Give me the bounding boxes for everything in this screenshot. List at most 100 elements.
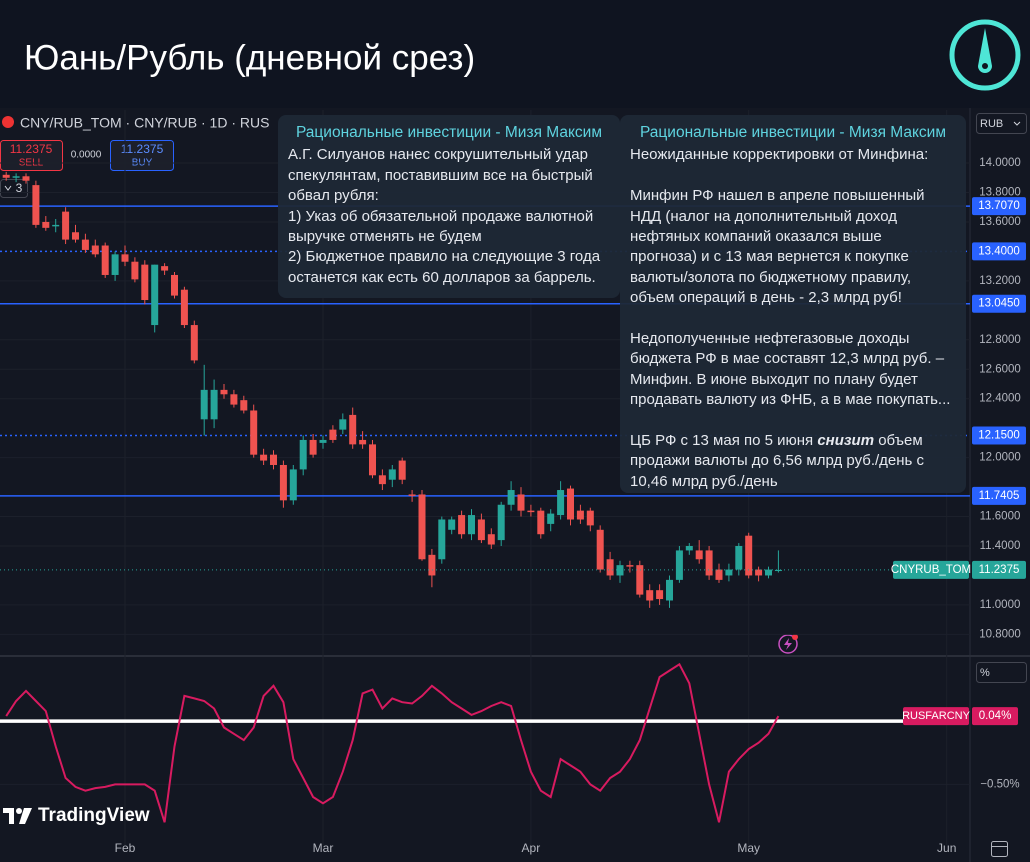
candle-body — [220, 389, 228, 395]
candle-body — [151, 264, 159, 326]
annotation-line: 2) Бюджетное правило на следующие 3 года — [288, 248, 601, 266]
flag-icon — [2, 116, 14, 128]
annotation-line: продажи валюты до 6,56 млрд руб./день с — [630, 452, 925, 470]
unit-select[interactable] — [976, 662, 1027, 683]
candle-body — [418, 494, 426, 560]
annotation-line: 1) Указ об обязательной продаже валютной — [288, 207, 594, 225]
candle-body — [289, 469, 297, 501]
annotation-line: Минфин. В июне выходит по плану будет — [630, 370, 918, 388]
annotation-paragraph: Неожиданные корректировки от Минфина: — [630, 145, 956, 165]
calendar-icon[interactable] — [991, 841, 1008, 857]
annotation-line: Недополученные нефтегазовые доходы — [630, 330, 910, 348]
price-badge — [972, 426, 1026, 445]
candle-body — [180, 289, 188, 326]
candle-body — [448, 519, 456, 530]
candle-body — [646, 590, 654, 601]
price-badge-label: 11.2375 — [979, 564, 1020, 576]
candle-body — [586, 510, 594, 526]
candle-body — [299, 439, 307, 470]
candle-body — [359, 439, 367, 445]
symbol-widget: CNY/RUB_TOM · CNY/RUB · 1D · RUS 11.2375… — [0, 115, 269, 198]
plot — [0, 171, 970, 823]
annotation-line: 10,46 млрд руб./день — [630, 472, 778, 490]
candle-body — [745, 535, 753, 576]
candle-body — [567, 488, 574, 520]
unit-label: % — [980, 667, 990, 679]
y-tick-label: 11.0000 — [980, 599, 1021, 611]
candle-body — [388, 469, 396, 480]
candle-body — [774, 569, 782, 572]
price-badge-label: 13.0450 — [978, 298, 1020, 310]
candle-body — [695, 550, 703, 560]
annotation-line: нефтяных компаний оказался выше — [630, 228, 882, 246]
sell-price: 11.2375 — [10, 142, 53, 156]
annotation-text: объем — [874, 432, 923, 450]
annotation-box: Рациональные инвестиции - Мизя Максим А.Г… — [278, 115, 620, 298]
candle-body — [537, 510, 545, 535]
candle-body — [42, 221, 50, 228]
candle-body — [2, 174, 10, 178]
candle-body — [557, 490, 565, 516]
price-badge-label: 12.1500 — [978, 430, 1020, 442]
y-tick-label: 12.4000 — [979, 393, 1021, 405]
y-tick-label: 14.0000 — [979, 157, 1021, 169]
candle-body — [210, 389, 218, 420]
annotation-line: обвал рубля: — [288, 187, 379, 205]
annotation-line: Минфин РФ нашел в апреле повышенный — [630, 187, 925, 205]
candle-body — [685, 546, 693, 551]
candle-body — [715, 569, 723, 580]
candle-body — [656, 590, 664, 600]
indicators-toggle[interactable] — [0, 179, 28, 198]
candle-body — [22, 176, 30, 181]
candle-body — [596, 529, 604, 570]
y-tick-label: 12.8000 — [979, 334, 1021, 346]
annotation-line: НДД (налог на дополнительный доход — [630, 207, 898, 225]
x-tick-label: Apr — [522, 841, 541, 855]
name-badge — [903, 707, 969, 726]
candle-body — [190, 325, 198, 361]
candle-body — [438, 519, 446, 560]
candle-body — [576, 510, 584, 520]
annotation-box: Рациональные инвестиции - Мизя Максим Нео… — [620, 115, 966, 493]
candle-body — [705, 550, 713, 576]
symbol-title: CNY/RUB_TOM · CNY/RUB · 1D · RUS — [20, 115, 269, 131]
y-tick-label: 13.2000 — [979, 275, 1021, 287]
candle-body — [547, 513, 555, 524]
annotation-line: А.Г. Силуанов нанес сокрушительный удар — [288, 146, 588, 164]
tv-logo-icon — [3, 808, 32, 824]
currency-select[interactable] — [976, 113, 1027, 134]
annotation-line: выручке отменять не будем — [288, 228, 482, 246]
annotation-line: ЦБ РФ с 13 мая по 5 июня снизит объем — [630, 431, 956, 451]
annotation-line: Неожиданные корректировки от Минфина: — [630, 146, 929, 164]
candle-body — [81, 239, 89, 250]
currency-label: RUB — [980, 118, 1003, 130]
price-badge — [972, 242, 1026, 261]
annotation-paragraph: А.Г. Силуанов нанес сокрушительный удар с… — [288, 145, 610, 288]
annotation-line: бюджета РФ в мае составят 12,3 млрд руб.… — [630, 350, 945, 368]
candle-body — [735, 546, 743, 570]
candle-body — [428, 554, 436, 576]
price-badge — [972, 560, 1026, 579]
candle-body — [666, 579, 673, 601]
annotation-line: продавать валюту из ФНБ, а в мае покупат… — [630, 391, 951, 409]
candle-body — [121, 254, 129, 262]
page-title: Юань/Рубль (дневной срез) — [24, 38, 475, 77]
candle-body — [398, 460, 406, 480]
candle-body — [725, 569, 733, 576]
y-tick-label: 11.4000 — [980, 540, 1021, 552]
name-badge-label: CNYRUB_TOM — [891, 564, 971, 576]
candle-body — [111, 254, 119, 275]
candle-body — [527, 510, 535, 513]
value-badge-label: 0.04% — [979, 710, 1012, 722]
candle-body — [369, 444, 376, 476]
candle-body — [497, 504, 505, 541]
annotation-paragraph: Недополученные нефтегазовые доходы бюджет… — [630, 329, 956, 411]
candle-body — [507, 490, 515, 505]
spread: 0.0000 — [71, 150, 102, 161]
axes: 14.0000 13.8000 13.6000 13.2000 12.8000 12.60… — [115, 157, 1026, 855]
candle-body — [52, 224, 60, 227]
annotation-line: спекулянтам, поставившим все на быстрый — [288, 166, 593, 184]
alert-icon[interactable] — [778, 634, 798, 654]
candle-body — [329, 429, 337, 440]
